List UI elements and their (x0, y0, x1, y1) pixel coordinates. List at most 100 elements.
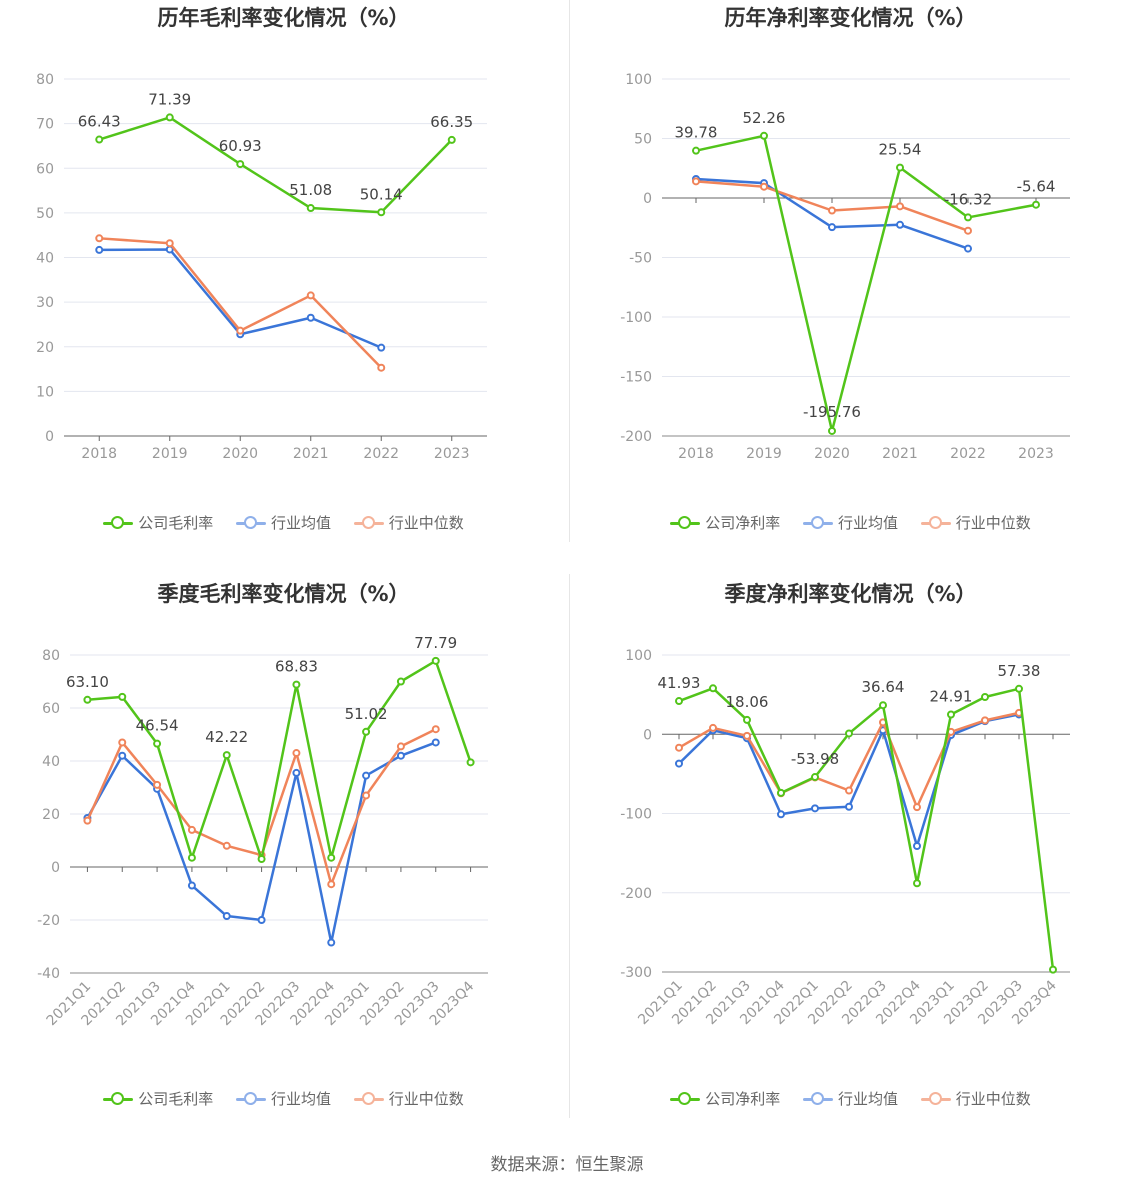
y-tick-label: 70 (36, 117, 54, 133)
company-series-line (98, 116, 453, 214)
x-tick-label: 2021 (882, 446, 918, 462)
y-tick-label: -150 (620, 370, 652, 386)
legend-industry-average[interactable]: 行业均值 (802, 512, 898, 533)
company-series-point (879, 701, 887, 710)
industry-average-series-point (828, 223, 836, 232)
company-series-point (362, 727, 371, 736)
industry-median-series-point (743, 731, 751, 740)
industry-median-series-point (431, 725, 440, 734)
y-tick-label: 60 (36, 161, 54, 177)
legend-label: 行业中位数 (388, 514, 464, 532)
data-label: -195.76 (803, 403, 861, 421)
legend-industry-median[interactable]: 行业中位数 (920, 512, 1031, 533)
y-tick-label: 50 (36, 206, 54, 222)
legend-industry-average[interactable]: 行业均值 (802, 1088, 898, 1109)
industry-average-series-point (396, 751, 405, 760)
industry-average-series-point (431, 738, 440, 747)
company-series-point (236, 160, 245, 169)
legend-company-net-margin[interactable]: 公司净利率 (670, 512, 780, 533)
data-label: 39.78 (675, 124, 718, 142)
industry-median-series-point (118, 738, 127, 747)
company-series-line (695, 134, 1037, 433)
x-tick-label: 2020 (222, 446, 258, 462)
company-series-point (292, 680, 301, 689)
legend-label: 公司毛利率 (138, 1090, 214, 1108)
company-series-point (447, 135, 456, 144)
data-label: -53.98 (791, 750, 839, 768)
industry-average-series-point (675, 759, 683, 768)
legend-line-icon (802, 1091, 833, 1106)
industry-median-series-point (760, 182, 768, 191)
industry-average-series-point (187, 881, 196, 890)
industry-median-series-point (292, 749, 301, 758)
legend-line-icon (670, 1091, 701, 1106)
x-tick-label: 2018 (81, 446, 117, 462)
legend-label: 行业均值 (837, 514, 898, 532)
data-label: 66.35 (430, 113, 473, 131)
industry-median-series-point (377, 363, 386, 372)
industry-average-series-point (306, 313, 315, 322)
legend-label: 行业均值 (270, 1090, 331, 1108)
industry-median-series-point (83, 816, 92, 825)
company-series-point (431, 656, 440, 665)
industry-average-series-point (377, 343, 386, 352)
industry-average-series-point (777, 810, 785, 819)
x-tick-label: 2022 (950, 446, 986, 462)
quarterly-gross-margin-panel: 季度毛利率变化情况（%） -40 -20 0 20 40 60 80 2021Q1 2021Q2… (0, 576, 567, 1150)
data-label: 41.93 (658, 674, 701, 692)
company-series-point (828, 426, 836, 435)
chart-title: 历年净利率变化情况（%） (724, 6, 977, 30)
legend-industry-median[interactable]: 行业中位数 (353, 512, 464, 533)
y-tick-label: 80 (36, 72, 54, 88)
legend-company-gross-margin[interactable]: 公司毛利率 (103, 1088, 213, 1109)
company-series-point (306, 204, 315, 213)
company-series-point (811, 773, 819, 782)
legend-company-gross-margin[interactable]: 公司毛利率 (103, 512, 213, 533)
industry-median-series-point (165, 239, 174, 248)
legend-industry-average[interactable]: 行业均值 (235, 512, 331, 533)
industry-average-series-point (222, 912, 231, 921)
legend-company-net-margin[interactable]: 公司净利率 (670, 1088, 780, 1109)
industry-median-series-point (981, 716, 989, 725)
x-tick-label: 2023 (1018, 446, 1054, 462)
y-tick-label: -200 (620, 429, 652, 445)
data-label: 51.08 (289, 181, 332, 199)
industry-average-series-point (95, 245, 104, 254)
company-series-line (678, 687, 1055, 970)
x-tick-label: 2023 (434, 446, 470, 462)
divider (569, 0, 570, 542)
data-label: 46.54 (136, 717, 179, 735)
y-tick-label: -50 (629, 251, 652, 267)
industry-median-series-point (327, 880, 336, 889)
company-series-point (1015, 684, 1023, 693)
divider (569, 574, 570, 1118)
legend-label: 公司净利率 (705, 514, 781, 532)
company-series-point (377, 208, 386, 217)
company-series-point (709, 684, 717, 693)
legend-industry-median[interactable]: 行业中位数 (353, 1088, 464, 1109)
legend-line-icon (103, 1091, 134, 1106)
legend-line-icon (235, 1091, 266, 1106)
legend-industry-average[interactable]: 行业均值 (235, 1088, 331, 1109)
company-series-point (187, 853, 196, 862)
y-tick-label: 30 (36, 295, 54, 311)
legend: 公司毛利率 行业均值 行业中位数 (0, 512, 567, 534)
company-series-point (913, 879, 921, 888)
data-label: 18.06 (726, 693, 769, 711)
company-series-point (1032, 200, 1040, 209)
company-series-point (118, 692, 127, 701)
industry-median-series-point (95, 234, 104, 243)
legend-line-icon (103, 515, 134, 530)
y-tick-label: 80 (42, 648, 60, 664)
legend-industry-median[interactable]: 行业中位数 (920, 1088, 1031, 1109)
data-label: 77.79 (414, 634, 457, 652)
legend-label: 行业均值 (270, 514, 331, 532)
data-label: 71.39 (148, 90, 191, 108)
company-series-point (743, 715, 751, 724)
y-tick-label: 0 (643, 727, 652, 743)
industry-average-series-point (845, 802, 853, 811)
y-tick-label: 0 (51, 860, 60, 876)
legend: 公司净利率 行业均值 行业中位数 (567, 512, 1134, 534)
data-label: 52.26 (743, 109, 786, 127)
chart-title: 历年毛利率变化情况（%） (157, 6, 410, 30)
